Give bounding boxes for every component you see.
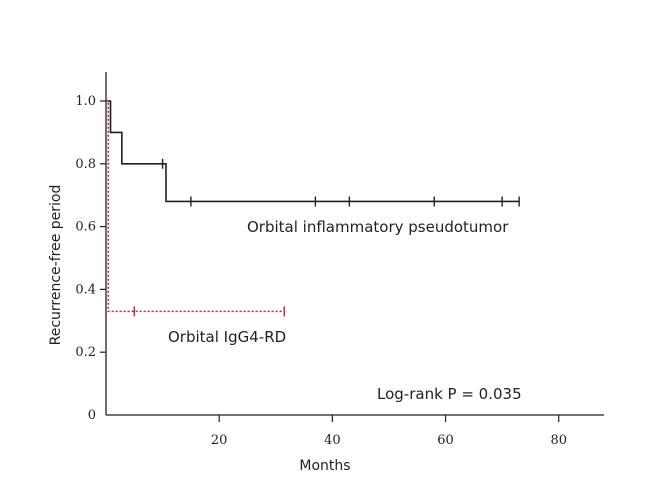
x-tick-label: 80 — [550, 433, 567, 448]
y-tick-label: 0.8 — [75, 157, 96, 172]
series-label-igg4: Orbital IgG4-RD — [168, 328, 286, 346]
series-lines — [106, 100, 520, 313]
x-tick-label: 20 — [211, 433, 228, 448]
y-axis-title: Recurrence-free period — [48, 185, 64, 346]
series-line-pseudotumor — [106, 100, 520, 203]
log-rank-annotation: Log-rank P = 0.035 — [377, 385, 522, 403]
axes — [105, 72, 604, 416]
y-tick-label: 0.4 — [75, 282, 96, 297]
x-axis-title: Months — [299, 458, 350, 474]
y-tick-label: 0 — [88, 408, 96, 423]
censor-marks — [133, 158, 520, 317]
y-tick-label: 1.0 — [75, 94, 96, 109]
x-ticks: 20 40 60 80 — [211, 415, 567, 448]
y-ticks: 0 0.2 0.4 0.6 0.8 1.0 — [75, 94, 106, 423]
y-tick-label: 0.6 — [75, 220, 96, 235]
series-label-pseudotumor: Orbital inflammatory pseudotumor — [247, 218, 509, 236]
y-tick-label: 0.2 — [75, 345, 96, 360]
series-line-igg4 — [106, 100, 285, 313]
x-tick-label: 60 — [437, 433, 454, 448]
x-tick-label: 40 — [324, 433, 341, 448]
